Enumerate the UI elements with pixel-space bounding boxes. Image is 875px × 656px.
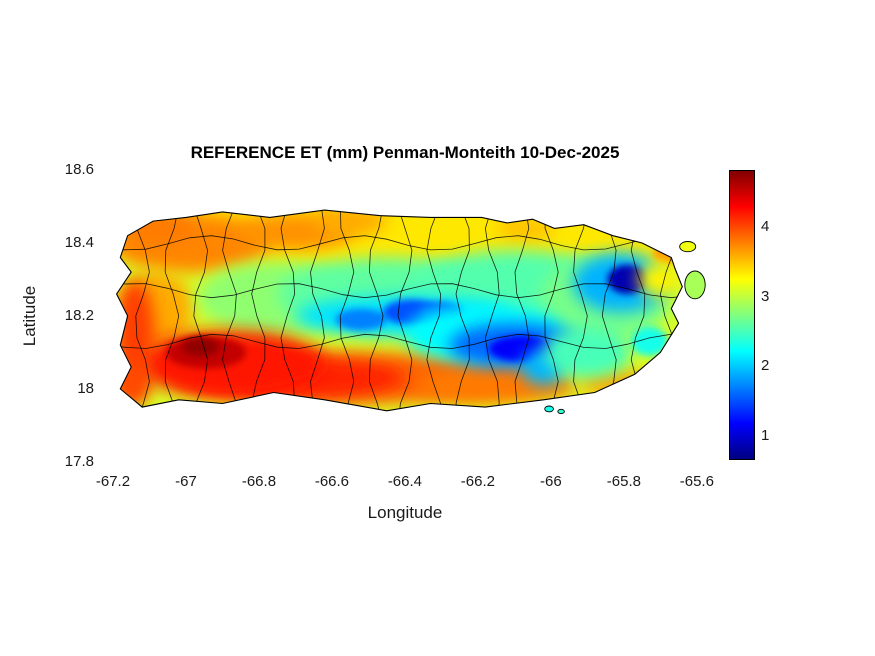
x-axis-label: Longitude — [367, 503, 443, 522]
municipality-boundary — [116, 283, 683, 299]
islet — [684, 270, 706, 300]
chart-title: REFERENCE ET (mm) Penman-Monteith 10-Dec… — [190, 143, 620, 162]
y-tick-label: 18.6 — [64, 161, 94, 178]
x-tick-label: -65.6 — [679, 473, 714, 490]
heat-blob — [631, 326, 668, 356]
x-tick-label: -66.6 — [314, 473, 350, 490]
x-tick-label: -66.4 — [387, 473, 423, 490]
municipality-boundary — [280, 210, 296, 411]
islet — [679, 241, 697, 253]
municipality-boundary — [164, 210, 180, 411]
colorbar-gradient — [729, 170, 755, 460]
y-tick-label: 18 — [77, 379, 94, 397]
x-tick-label: -67.2 — [95, 473, 131, 490]
map-canvas — [115, 209, 706, 415]
islet — [544, 405, 554, 413]
heat-blob — [313, 210, 387, 236]
x-tick-label: -66.2 — [460, 473, 495, 490]
y-axis-label: Latitude — [20, 285, 39, 347]
municipality-boundary — [116, 333, 683, 349]
colorbar-tick-label: 4 — [761, 218, 770, 236]
municipality-boundary — [368, 210, 384, 411]
municipality-boundary — [426, 210, 442, 411]
island-outline — [115, 209, 683, 412]
municipality-boundary — [116, 235, 683, 251]
x-tick-label: -66 — [540, 473, 562, 490]
islet — [557, 408, 565, 415]
heat-blob — [335, 308, 387, 331]
colorbar-tick-label: 3 — [761, 287, 770, 305]
municipality-boundary — [484, 210, 500, 411]
municipality-boundary — [514, 210, 530, 411]
colorbar — [729, 170, 756, 460]
x-tick-label: -66.8 — [241, 473, 277, 490]
map-plot — [100, 170, 710, 460]
municipality-boundary — [193, 210, 209, 411]
y-tick-label: 18.4 — [64, 233, 94, 251]
municipality-boundary — [251, 210, 266, 411]
x-tick-label: -67 — [175, 473, 197, 490]
municipality-boundary — [455, 210, 470, 411]
heat-blob — [496, 215, 555, 242]
x-tick-label: -65.8 — [606, 473, 641, 490]
y-tick-label: 18.2 — [64, 306, 94, 324]
heat-blob — [638, 261, 683, 298]
heat-blob — [182, 337, 219, 356]
colorbar-tick-label: 1 — [761, 426, 770, 444]
municipality-boundary — [339, 210, 355, 411]
y-tick-label: 17.8 — [64, 452, 94, 470]
colorbar-tick-label: 2 — [761, 357, 770, 375]
municipality-boundary — [397, 210, 413, 411]
municipality-boundary — [310, 210, 325, 411]
heat-blob — [543, 326, 632, 378]
municipality-boundary — [222, 210, 237, 411]
colorbar-canvas — [729, 170, 755, 460]
